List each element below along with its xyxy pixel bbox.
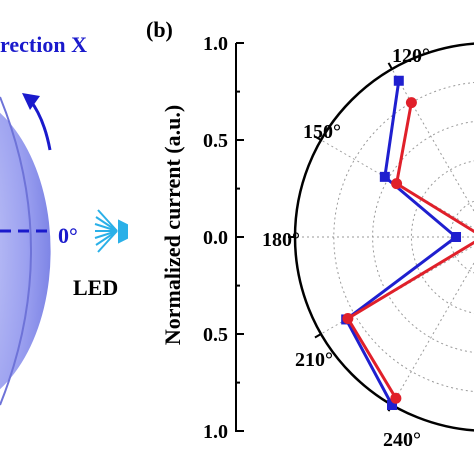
series-line bbox=[344, 80, 459, 406]
data-point bbox=[342, 312, 354, 324]
radial-tick-label: 0.5 bbox=[203, 130, 228, 152]
radial-tick-label: 1.0 bbox=[203, 421, 228, 443]
rotation-arrowhead-icon bbox=[22, 93, 40, 110]
data-point bbox=[391, 178, 403, 190]
data-point bbox=[390, 392, 402, 404]
radial-tick-label: 1.0 bbox=[203, 33, 228, 55]
angular-tick-label: 180° bbox=[262, 229, 300, 251]
series-line bbox=[345, 102, 474, 400]
led-label: LED bbox=[73, 275, 118, 300]
data-point bbox=[405, 97, 417, 109]
data-point bbox=[393, 75, 404, 86]
led-icon bbox=[94, 209, 128, 253]
radial-axis-title: Normalized current (a.u.) bbox=[160, 105, 185, 345]
polar-plot bbox=[288, 42, 474, 432]
angular-tick-label: 120° bbox=[392, 45, 430, 67]
radial-axis bbox=[235, 42, 244, 432]
angular-tick-label: 150° bbox=[303, 121, 341, 143]
panel-label: (b) bbox=[146, 17, 173, 42]
angular-tick-label: 210° bbox=[295, 349, 333, 371]
grid-spoke bbox=[391, 261, 474, 406]
panel-a: rection X 0° LED bbox=[0, 32, 128, 410]
sphere bbox=[0, 92, 51, 410]
grid-circle bbox=[449, 200, 474, 274]
angular-tick bbox=[387, 62, 393, 70]
direction-label: rection X bbox=[0, 32, 87, 57]
zero-angle-label: 0° bbox=[58, 223, 78, 248]
data-point bbox=[379, 171, 390, 182]
rotation-arrow bbox=[28, 99, 52, 151]
radial-tick-label: 0.0 bbox=[203, 227, 228, 249]
sphere-edge bbox=[0, 96, 32, 406]
grid-spoke bbox=[391, 68, 474, 213]
angular-tick-label: 240° bbox=[383, 429, 421, 451]
angular-tick bbox=[314, 135, 322, 141]
angular-tick bbox=[314, 333, 322, 339]
data-point bbox=[451, 232, 462, 242]
radial-tick-label: 0.5 bbox=[203, 324, 228, 346]
data-point bbox=[387, 400, 397, 411]
